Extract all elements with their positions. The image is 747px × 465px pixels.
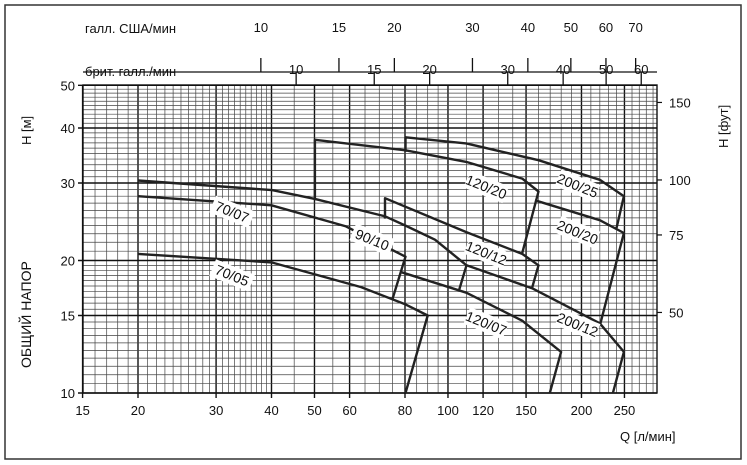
curve-label-bg bbox=[349, 223, 396, 256]
x-tick-label: 120 bbox=[472, 403, 494, 418]
uk-gal-tick-label: 20 bbox=[422, 62, 436, 77]
x-tick-label: 250 bbox=[614, 403, 636, 418]
x-tick-label: 100 bbox=[437, 403, 459, 418]
plot-frame bbox=[82, 84, 658, 394]
us-gal-tick-label: 15 bbox=[332, 20, 346, 35]
curve-200-20 bbox=[534, 199, 626, 325]
uk-gal-tick-label: 50 bbox=[599, 62, 613, 77]
y-tick-label: 20 bbox=[61, 254, 75, 269]
x-tick-label: 50 bbox=[307, 403, 321, 418]
x-tick-label: 60 bbox=[342, 403, 356, 418]
x-tick-label: 150 bbox=[515, 403, 537, 418]
uk-gal-tick-label: 60 bbox=[634, 62, 648, 77]
y-tick-label: 15 bbox=[61, 308, 75, 323]
curve-label-bg bbox=[554, 215, 601, 249]
axes: 15 20 30 40 50 60 80 100 120 150 200 25010152030405… bbox=[61, 20, 691, 418]
y2-tick-label: 75 bbox=[669, 228, 683, 243]
x-tick-label: 80 bbox=[398, 403, 412, 418]
us-gal-tick-label: 40 bbox=[521, 20, 535, 35]
y-tick-label: 50 bbox=[61, 78, 75, 93]
curve-label-bg bbox=[209, 195, 255, 229]
curve-70-05 bbox=[137, 252, 429, 394]
x-tick-label: 200 bbox=[571, 403, 593, 418]
y-axis-label: H [м] bbox=[19, 116, 34, 145]
curve-120-20 bbox=[313, 138, 540, 255]
uk-gal-tick-label: 40 bbox=[556, 62, 570, 77]
x-tick-label: 40 bbox=[264, 403, 278, 418]
curve-label-bg bbox=[463, 236, 510, 270]
us-gal-tick-label: 60 bbox=[599, 20, 613, 35]
curve-200-25 bbox=[404, 136, 626, 229]
y-tick-label: 10 bbox=[61, 386, 75, 401]
curve-120-07 bbox=[401, 271, 563, 394]
y2-tick-label: 100 bbox=[669, 173, 691, 188]
curve-90-10 bbox=[137, 179, 468, 291]
uk-gal-tick-label: 10 bbox=[289, 62, 303, 77]
curve-label-bg bbox=[554, 308, 601, 341]
y-tick-label: 30 bbox=[61, 176, 75, 191]
uk-gal-tick-label: 15 bbox=[367, 62, 381, 77]
x-tick-label: 20 bbox=[131, 403, 145, 418]
us-gal-tick-label: 10 bbox=[254, 20, 268, 35]
uk-gal-tick-label: 30 bbox=[501, 62, 515, 77]
y2-tick-label: 50 bbox=[669, 305, 683, 320]
curve-label-bg bbox=[463, 307, 510, 340]
curve-label-bg bbox=[554, 169, 601, 202]
curve-120-12 bbox=[383, 197, 540, 289]
x-tick-label: 30 bbox=[209, 403, 223, 418]
top-axis-uk-label: брит. галл./мин bbox=[85, 64, 176, 79]
us-gal-tick-label: 70 bbox=[628, 20, 642, 35]
y2-axis-label: H [фут] bbox=[716, 105, 731, 148]
x-tick-label: 15 bbox=[75, 403, 89, 418]
y2-tick-label: 150 bbox=[669, 95, 691, 110]
y-tick-label: 40 bbox=[61, 121, 75, 136]
us-gal-tick-label: 50 bbox=[564, 20, 578, 35]
us-gal-tick-label: 30 bbox=[465, 20, 479, 35]
curve-label-bg bbox=[463, 170, 510, 204]
top-axis-us-label: галл. США/мин bbox=[85, 21, 176, 36]
curve-label-bg bbox=[209, 259, 255, 292]
us-gal-tick-label: 20 bbox=[387, 20, 401, 35]
y-axis-side-label: ОБЩИЙ НАПОР bbox=[17, 261, 34, 368]
x-axis-label: Q [л/мин] bbox=[620, 429, 676, 444]
